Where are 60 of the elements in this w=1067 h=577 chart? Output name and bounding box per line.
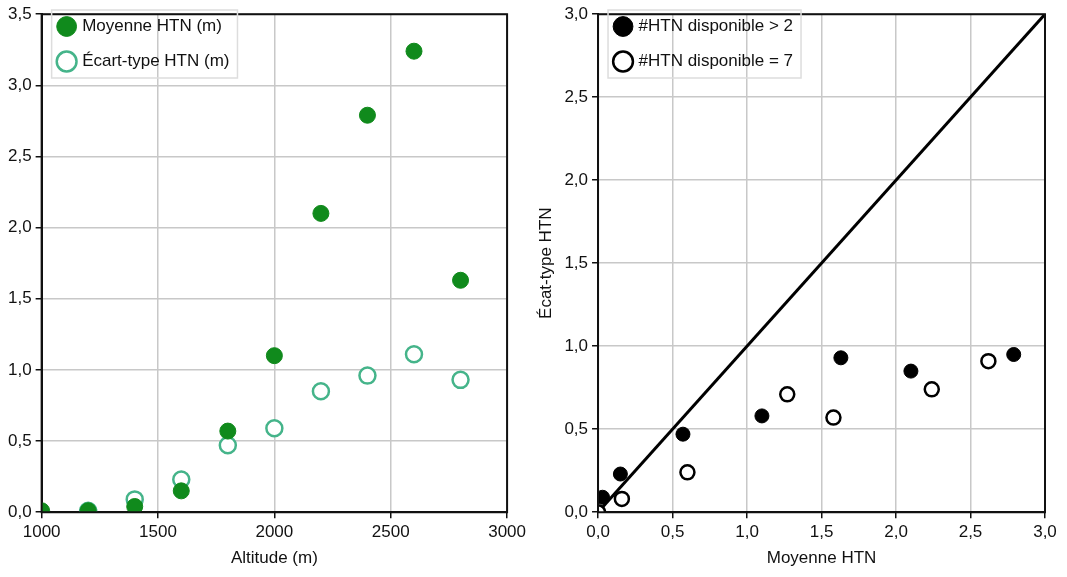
point: [265, 347, 283, 365]
point: [612, 466, 628, 482]
point: [311, 382, 331, 401]
point: [923, 381, 941, 398]
y-tick-label: 1,0: [564, 335, 589, 355]
x-tick-label: 2,5: [958, 522, 983, 542]
y-tick-label: 2,5: [7, 146, 32, 166]
y-tick-label: 2,5: [564, 86, 589, 106]
y-tick-label: 3,5: [7, 3, 32, 23]
x-tick-label: 2500: [371, 522, 410, 542]
point: [358, 106, 376, 124]
y-tick-label: 0,5: [7, 430, 32, 450]
x-tick-label: 2000: [255, 522, 294, 542]
point: [312, 204, 330, 222]
legend-label: #HTN disponible > 2: [638, 16, 794, 36]
point: [219, 422, 237, 440]
y-tick-label: 0,0: [7, 501, 32, 521]
point: [452, 271, 470, 289]
point: [172, 482, 190, 500]
x-tick-label: 1000: [22, 522, 61, 542]
point: [126, 498, 144, 513]
point: [980, 352, 997, 370]
y-tick-label: 3,0: [564, 3, 589, 23]
point: [613, 490, 631, 508]
x-axis-title: Altitude (m): [230, 548, 318, 568]
legend-label: Écart-type HTN (m): [82, 51, 230, 71]
point: [675, 426, 691, 442]
point: [833, 350, 849, 366]
x-tick-label: 1,5: [809, 522, 834, 542]
point: [358, 366, 377, 385]
y-tick-label: 1,0: [7, 359, 32, 379]
y-tick-label: 1,5: [7, 288, 32, 308]
x-tick-label: 1,0: [735, 522, 759, 542]
x-tick-label: 3000: [488, 522, 526, 542]
point: [754, 408, 770, 424]
y-tick-label: 0,0: [564, 501, 589, 521]
legend-label: #HTN disponible = 7: [638, 51, 794, 71]
point: [404, 345, 424, 364]
x-tick-label: 3,0: [1033, 522, 1057, 542]
y-tick-label: 2,0: [7, 217, 32, 237]
point: [405, 42, 423, 60]
x-tick-label: 2,0: [884, 522, 908, 542]
y-tick-label: 1,5: [564, 252, 589, 272]
y-axis-title: Écat-type HTN: [535, 207, 555, 319]
x-axis-title: Moyenne HTN: [766, 548, 877, 568]
point: [218, 436, 238, 455]
legend-label: Moyenne HTN (m): [82, 16, 222, 36]
point: [679, 464, 696, 481]
y-tick-label: 0,5: [564, 418, 589, 438]
point: [265, 419, 284, 438]
point: [825, 409, 842, 426]
point: [903, 363, 919, 379]
point: [1006, 347, 1022, 362]
x-tick-label: 0,5: [660, 522, 685, 542]
y-tick-label: 3,0: [7, 75, 32, 95]
x-tick-label: 1500: [139, 522, 177, 542]
y-tick-label: 2,0: [564, 169, 589, 189]
point: [779, 386, 796, 403]
x-tick-label: 0,0: [586, 522, 610, 542]
point: [451, 370, 470, 390]
